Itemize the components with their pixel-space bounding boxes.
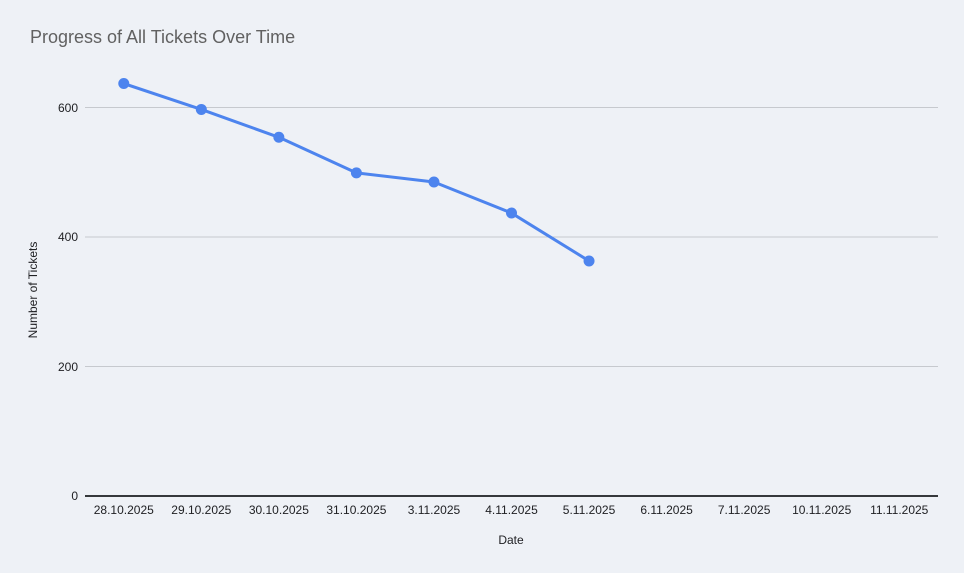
x-tick-label: 30.10.2025 bbox=[248, 503, 309, 517]
data-point[interactable] bbox=[273, 131, 285, 143]
data-point[interactable] bbox=[583, 255, 595, 267]
x-tick-label: 11.11.2025 bbox=[870, 503, 929, 517]
y-tick-label: 200 bbox=[57, 359, 78, 374]
x-tick-label: 4.11.2025 bbox=[485, 503, 538, 517]
x-tick-label: 7.11.2025 bbox=[717, 503, 771, 517]
x-tick-label: 31.10.2025 bbox=[326, 503, 387, 517]
data-point[interactable] bbox=[118, 78, 130, 90]
x-tick-label: 3.11.2025 bbox=[407, 503, 461, 517]
x-tick-label: 6.11.2025 bbox=[640, 503, 693, 517]
x-axis-title: Date bbox=[498, 533, 524, 547]
data-point[interactable] bbox=[350, 167, 362, 179]
x-tick-label: 29.10.2025 bbox=[171, 503, 232, 517]
y-tick-label: 400 bbox=[57, 230, 78, 244]
y-tick-label: 0 bbox=[71, 489, 78, 503]
x-tick-label: 10.11.2025 bbox=[792, 503, 852, 517]
data-point[interactable] bbox=[195, 103, 207, 115]
x-tick-label: 28.10.2025 bbox=[93, 503, 154, 517]
chart-title: Progress of All Tickets Over Time bbox=[30, 27, 296, 47]
data-point[interactable] bbox=[428, 176, 440, 188]
x-tick-label: 5.11.2025 bbox=[562, 503, 616, 517]
data-point[interactable] bbox=[506, 207, 517, 219]
y-tick-label: 600 bbox=[57, 100, 78, 115]
